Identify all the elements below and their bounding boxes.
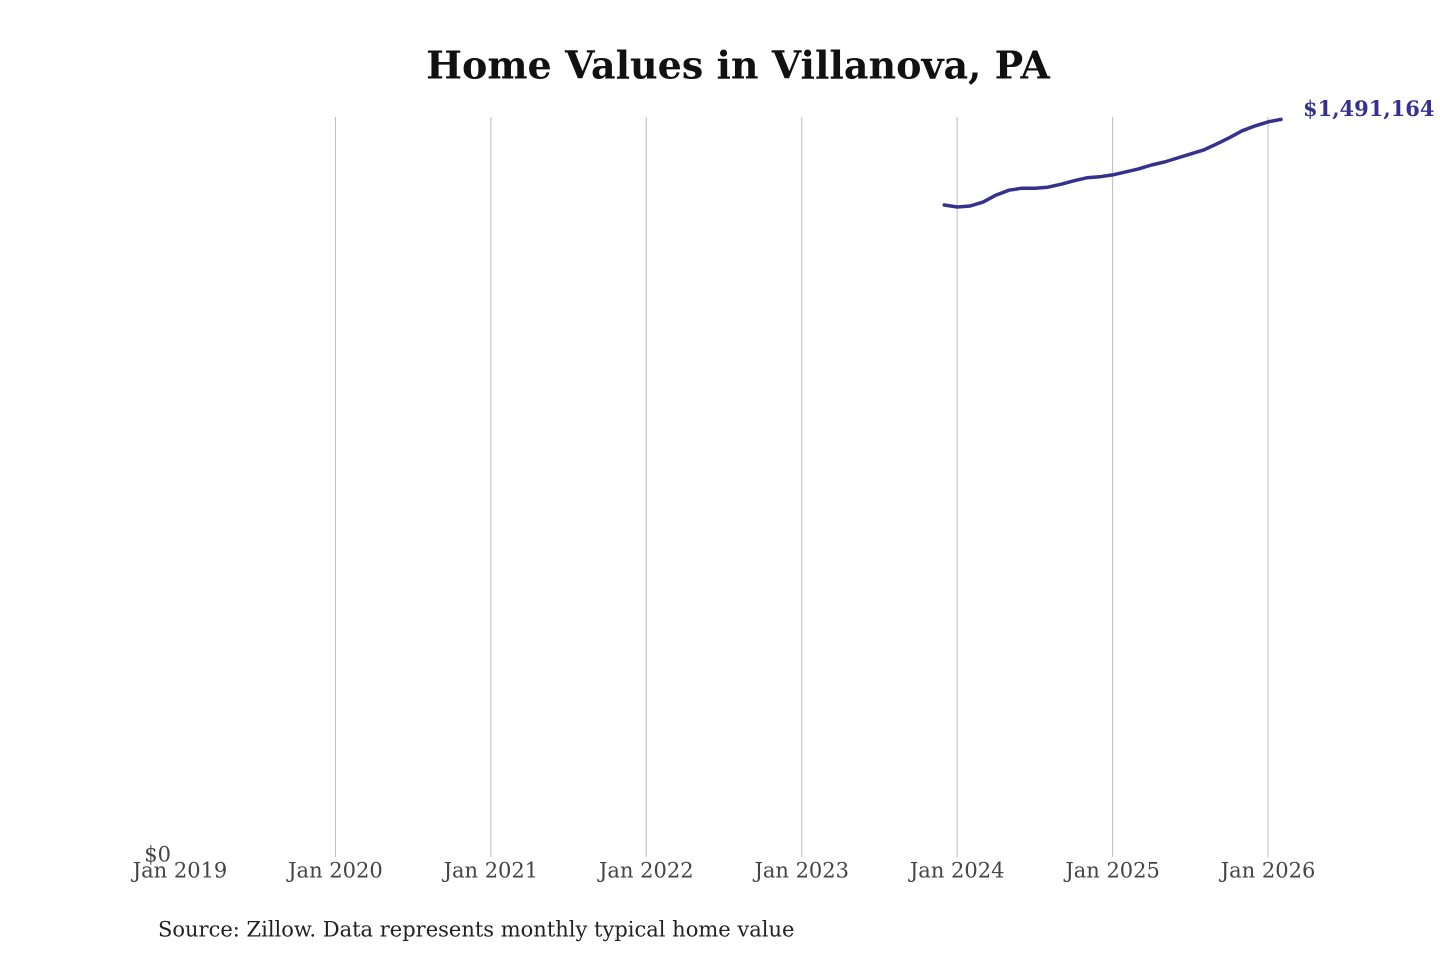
x-tick-label: Jan 2025	[1063, 859, 1160, 883]
x-tick-label: Jan 2019	[131, 859, 228, 883]
x-tick-label: Jan 2023	[752, 859, 849, 883]
x-tick-label: Jan 2021	[442, 859, 539, 883]
x-tick-label: Jan 2024	[908, 859, 1005, 883]
line	[942, 117, 1283, 209]
x-tick-label: Jan 2020	[286, 859, 383, 883]
source-note: Source: Zillow. Data represents monthly …	[158, 918, 794, 942]
x-tick-label: Jan 2022	[597, 859, 694, 883]
y-tick-label: $0	[144, 843, 171, 867]
chart-title: Home Values in Villanova, PA	[426, 43, 1050, 88]
value-label: $1,491,164	[1303, 96, 1435, 121]
x-tick-label: Jan 2026	[1219, 859, 1316, 883]
